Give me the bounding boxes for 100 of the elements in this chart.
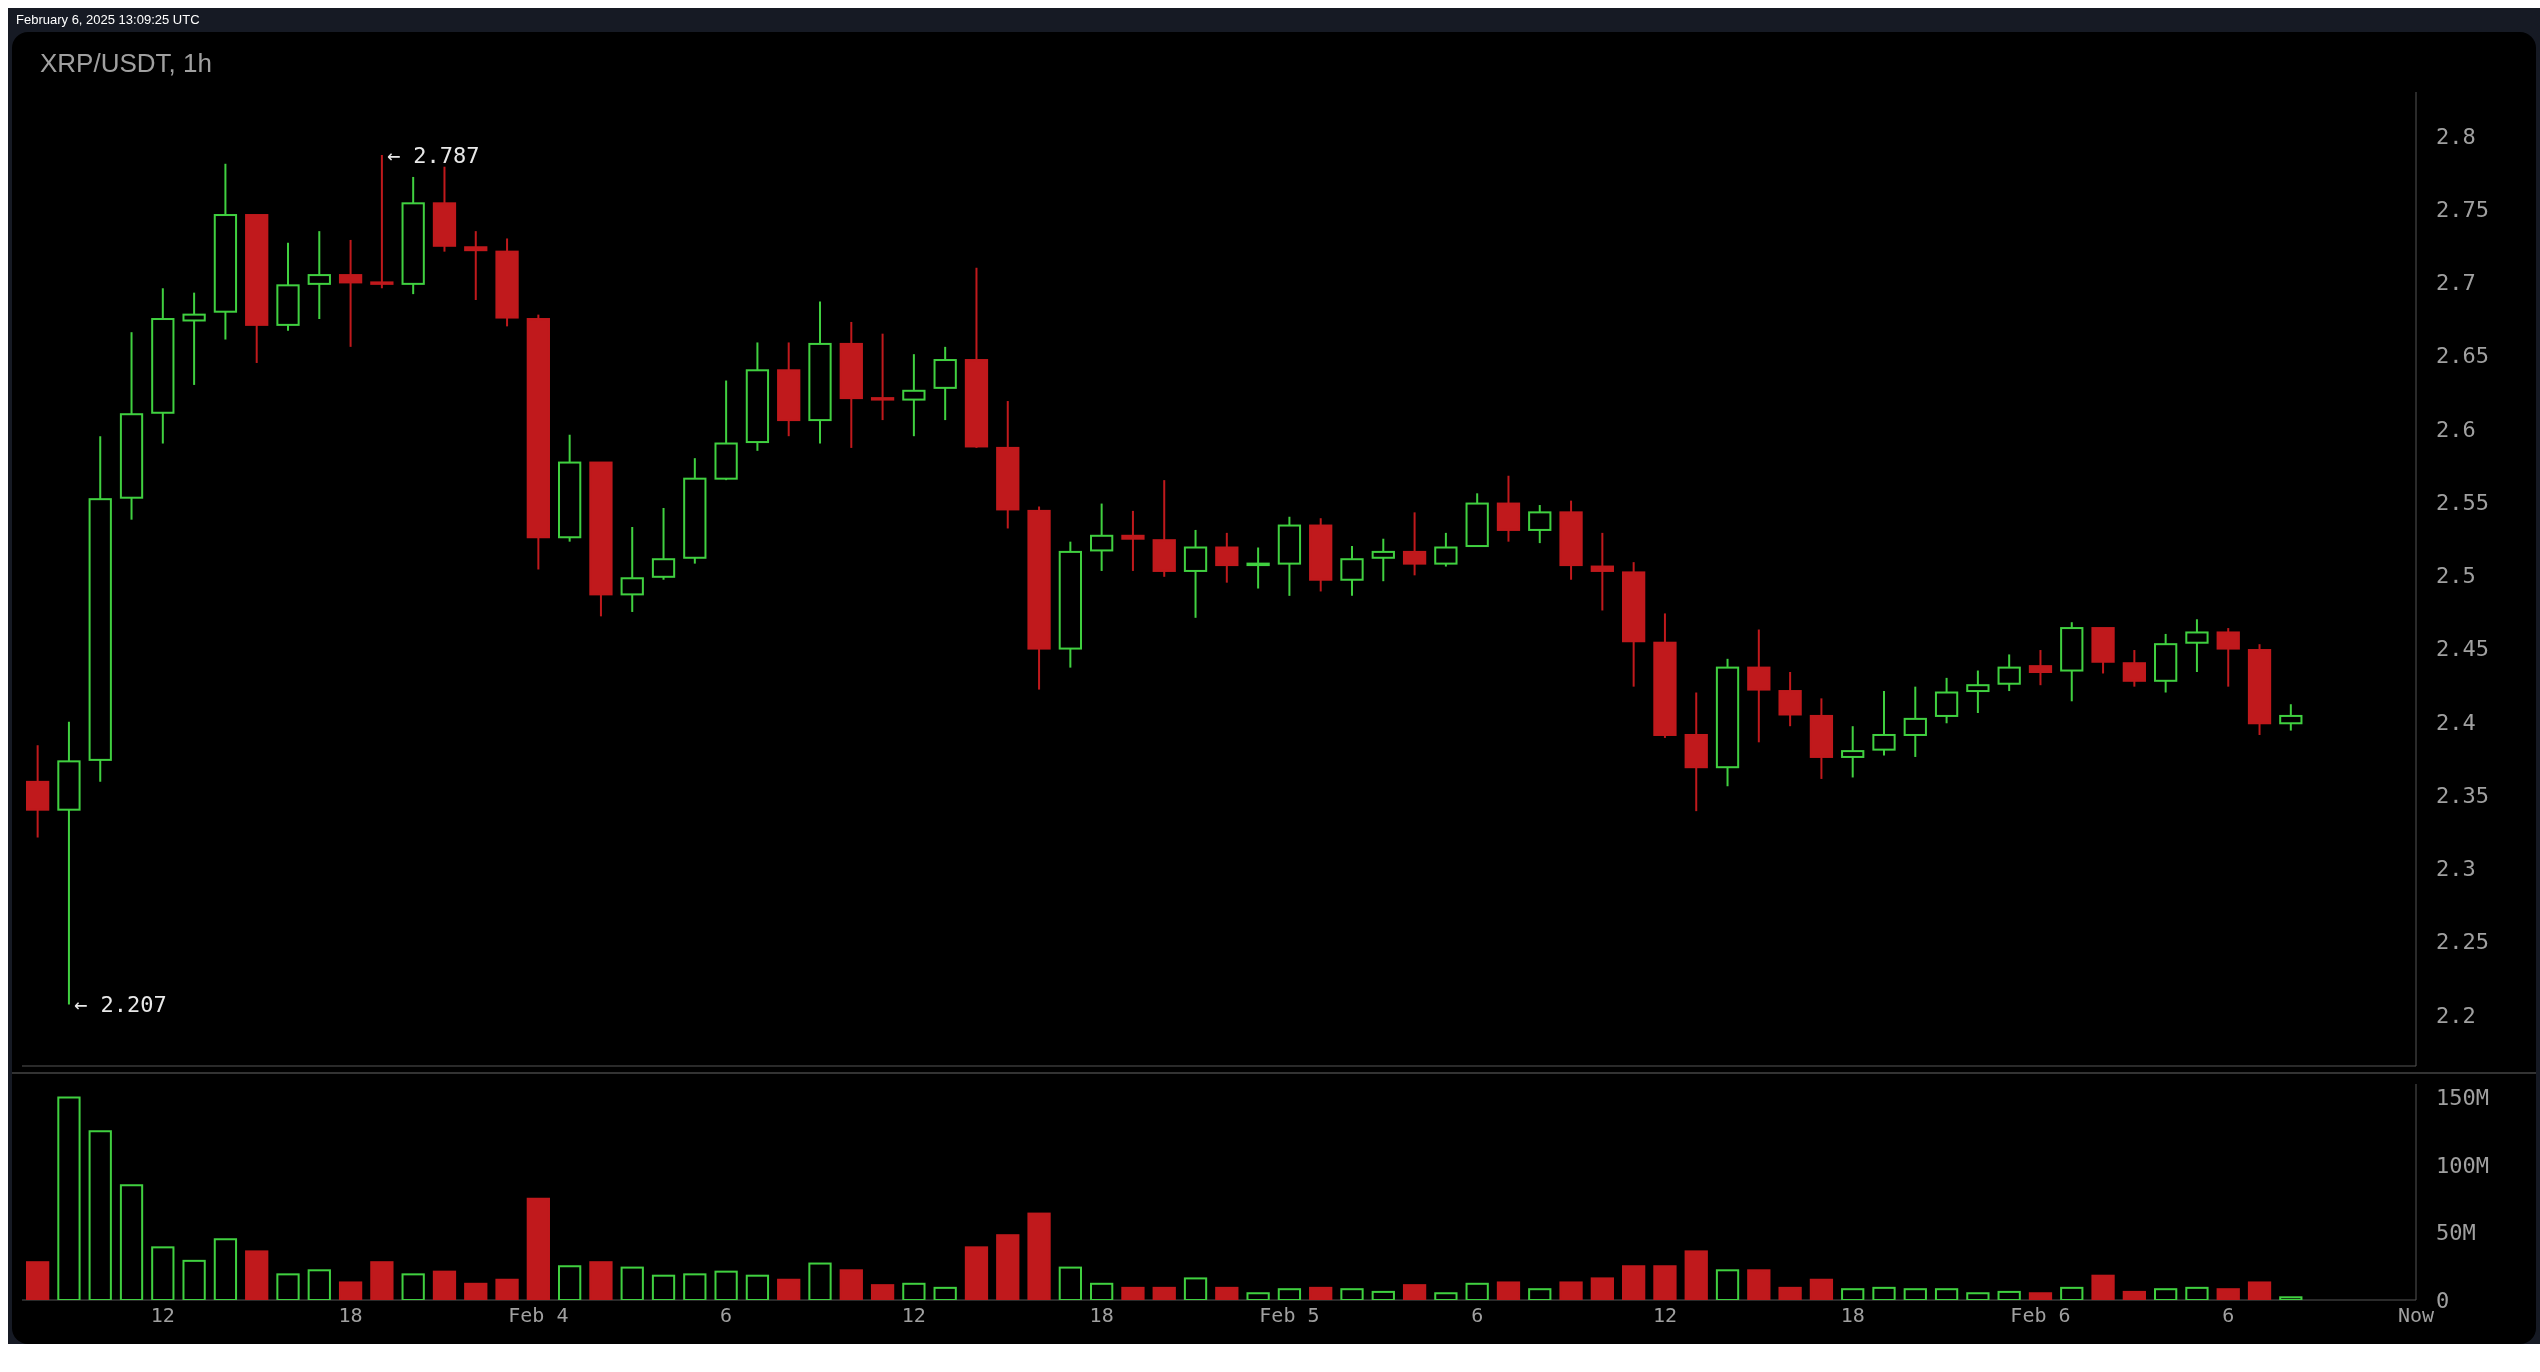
y-tick-label: 2.5	[2436, 563, 2476, 589]
bar	[558, 1265, 582, 1300]
bar	[1465, 1282, 1489, 1300]
bar	[1152, 1286, 1176, 1300]
y-tick-label: 2.2	[2436, 1002, 2476, 1028]
y-tick-label: 0	[2436, 1287, 2450, 1313]
bar	[276, 1273, 300, 1300]
candlestick	[1121, 509, 1145, 572]
bar	[88, 1130, 112, 1300]
bar	[1058, 1266, 1082, 1300]
candlestick	[870, 332, 895, 422]
candlestick	[1903, 685, 1927, 758]
bar	[401, 1273, 425, 1300]
bar	[495, 1278, 519, 1300]
candlestick	[1215, 531, 1239, 584]
candlestick	[1528, 504, 1552, 545]
annotation: ← 2.207	[73, 992, 167, 1018]
y-tick-label: 2.8	[2436, 123, 2476, 149]
candlestick	[620, 526, 644, 613]
bar	[245, 1250, 269, 1300]
bar	[2122, 1290, 2146, 1300]
y-tick-label: 2.35	[2436, 782, 2489, 808]
bar	[2060, 1286, 2084, 1300]
bar	[1559, 1281, 1583, 1300]
bar	[1027, 1212, 1051, 1300]
bar	[2185, 1286, 2209, 1300]
bar	[1121, 1286, 1145, 1300]
bar	[1371, 1290, 1395, 1300]
bar	[338, 1281, 363, 1300]
bar	[1277, 1288, 1302, 1300]
bar	[1809, 1278, 1834, 1300]
bar	[1903, 1288, 1927, 1300]
candlestick	[2279, 703, 2303, 732]
y-tick-label: 2.65	[2436, 343, 2489, 369]
y-tick-label: 2.25	[2436, 929, 2489, 955]
candlestick	[1841, 725, 1865, 779]
bar	[1340, 1288, 1364, 1300]
bar	[2216, 1288, 2240, 1300]
bar	[1434, 1292, 1458, 1300]
bar	[464, 1282, 488, 1300]
bar	[2154, 1288, 2178, 1300]
bar	[996, 1234, 1020, 1300]
bar	[151, 1246, 175, 1300]
candlestick	[1872, 690, 1896, 757]
bar	[745, 1274, 770, 1300]
bar	[1872, 1286, 1896, 1300]
text: February 6, 2025 13:09:25 UTC	[16, 12, 200, 27]
y-tick-label: 2.7	[2436, 270, 2476, 296]
candlestick	[2185, 618, 2209, 674]
candlestick	[2122, 649, 2146, 688]
x-tick-label: 12	[901, 1303, 926, 1328]
annotation: ← 2.787	[386, 142, 480, 168]
x-tick-label: 6	[1471, 1303, 1484, 1328]
x-tick-label: 18	[1089, 1303, 1114, 1328]
x-tick-label: Feb 5	[1259, 1303, 1320, 1328]
candlestick	[307, 230, 331, 321]
y-tick-label: 50M	[2436, 1220, 2476, 1246]
x-tick-label: 12	[150, 1303, 175, 1328]
bar	[2279, 1296, 2303, 1300]
bar	[1934, 1288, 1959, 1300]
chart-title: XRP/USDT, 1h	[40, 48, 212, 78]
bar	[1747, 1269, 1771, 1300]
x-tick-label: 18	[338, 1303, 363, 1328]
bar	[119, 1184, 144, 1300]
bar	[1090, 1282, 1114, 1300]
bar	[870, 1284, 895, 1300]
candlestick	[338, 238, 363, 348]
candlestick	[1434, 531, 1458, 568]
bar	[2247, 1281, 2272, 1300]
bar	[57, 1096, 81, 1300]
y-tick-label: 2.3	[2436, 856, 2476, 882]
candlestick	[902, 353, 926, 438]
bar	[1684, 1250, 1708, 1300]
bar	[683, 1273, 707, 1300]
y-tick-label: 2.55	[2436, 489, 2489, 515]
y-tick-label: 100M	[2436, 1152, 2489, 1178]
x-tick-label: Now	[2397, 1303, 2436, 1328]
bar	[1309, 1286, 1333, 1300]
x-tick-label: 6	[2222, 1303, 2235, 1328]
x-tick-label: Feb 6	[2010, 1303, 2071, 1328]
bar	[902, 1282, 926, 1300]
x-tick-label: 18	[1840, 1303, 1865, 1328]
bar	[1841, 1288, 1865, 1300]
x-tick-label: 12	[1652, 1303, 1677, 1328]
bar	[432, 1270, 457, 1300]
bar	[1402, 1284, 1427, 1300]
candlestick	[1371, 537, 1395, 583]
candlestick	[1590, 531, 1614, 612]
bar	[933, 1286, 957, 1300]
bar	[2091, 1274, 2115, 1300]
candlestick	[1183, 528, 1208, 619]
bar	[808, 1262, 832, 1300]
candlestick	[1966, 669, 1990, 715]
candlestick	[1747, 628, 1771, 744]
x-tick-label: Feb 4	[508, 1303, 569, 1328]
bar	[777, 1278, 801, 1300]
bar	[1496, 1281, 1521, 1300]
bar	[1215, 1286, 1239, 1300]
bar	[1966, 1292, 1990, 1300]
bar	[370, 1261, 394, 1300]
